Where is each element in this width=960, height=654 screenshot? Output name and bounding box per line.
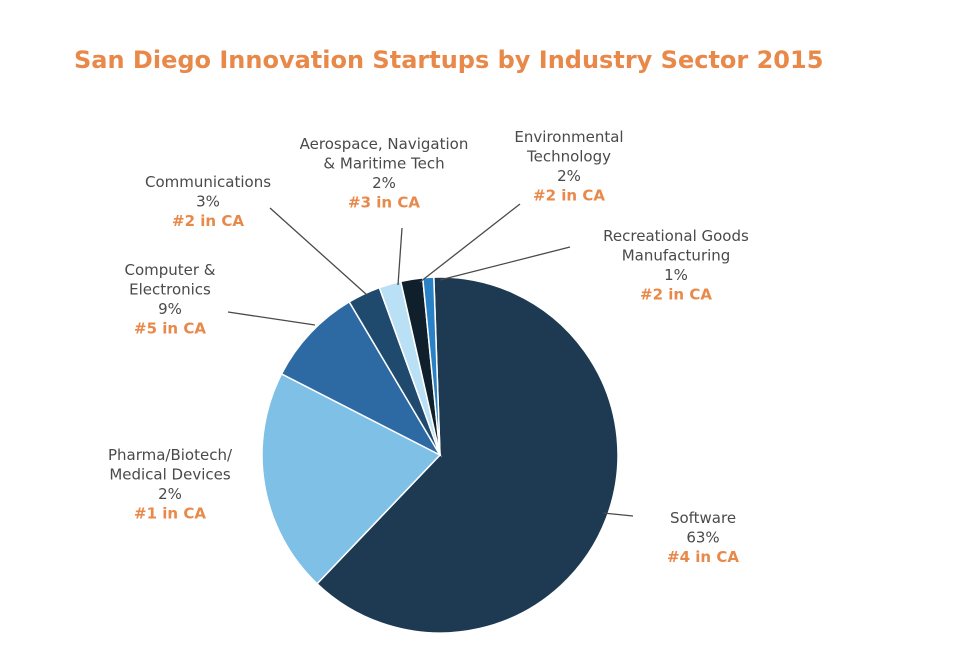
label-name-line: Software [670,509,736,527]
label-name-line: Environmental [514,128,623,146]
label-percent: 2% [557,167,581,185]
label-name-line: Pharma/Biotech/ [108,446,233,464]
slice-pharma-biotech-medical-devices [261,372,442,585]
label-name-line: Communications [145,173,271,191]
slice-label-environmental-technology: Environmental Technology 2% #2 in CA [514,128,623,205]
pie-slices [261,276,619,634]
label-rank: #2 in CA [533,187,605,205]
slice-label-pharma-biotech-medical-devices: Pharma/Biotech/Medical Devices 2% #1 in CA [108,446,233,523]
label-rank: #5 in CA [134,320,206,338]
label-name-line: Recreational Goods [603,227,749,245]
slice-recreational-goods-manufacturing [421,276,441,456]
slice-label-recreational-goods-manufacturing: Recreational Goods Manufacturing 1% #2 in C… [603,227,749,304]
label-name-line: Technology [526,148,611,166]
leader-lines [227,203,634,517]
slice-labels: Software 63% #4 in CA Pharma/Biotech/Medica… [108,128,749,566]
leader-line-aerospace-navigation-maritime-tech [397,227,403,286]
slice-computer-electronics [280,300,442,457]
label-rank: #1 in CA [134,505,206,523]
label-rank: #2 in CA [640,286,712,304]
label-percent: 2% [372,174,396,192]
label-name-line: Computer & [124,261,215,279]
label-name-line: Manufacturing [622,247,731,265]
label-name-line: Aerospace, Navigation [300,135,469,153]
slice-label-computer-electronics: Computer & Electronics 9% #5 in CA [124,261,215,338]
leader-line-software [602,512,634,517]
leader-line-recreational-goods-manufacturing [439,246,571,281]
label-percent: 63% [686,529,719,547]
label-percent: 9% [158,300,182,318]
label-rank: #4 in CA [667,548,739,566]
label-rank: #3 in CA [348,194,420,212]
label-percent: 3% [196,193,220,211]
leader-line-communications [269,207,368,296]
leader-line-computer-electronics [227,311,316,326]
slice-label-software: Software 63% #4 in CA [667,509,739,566]
slice-software [316,276,619,634]
label-rank: #2 in CA [172,212,244,230]
label-percent: 1% [664,266,688,284]
leader-line-environmental-technology [419,203,521,283]
chart-title: San Diego Innovation Startups by Industr… [74,46,823,74]
label-name-line: Electronics [129,281,211,299]
slice-label-communications: Communications 3% #2 in CA [145,173,271,230]
label-percent: 2% [158,485,182,503]
slice-label-aerospace-navigation-maritime-tech: Aerospace, Navigation & Maritime Tech 2% #3… [300,135,469,212]
label-name-line: & Maritime Tech [323,155,444,173]
label-name-line: Medical Devices [109,466,231,484]
